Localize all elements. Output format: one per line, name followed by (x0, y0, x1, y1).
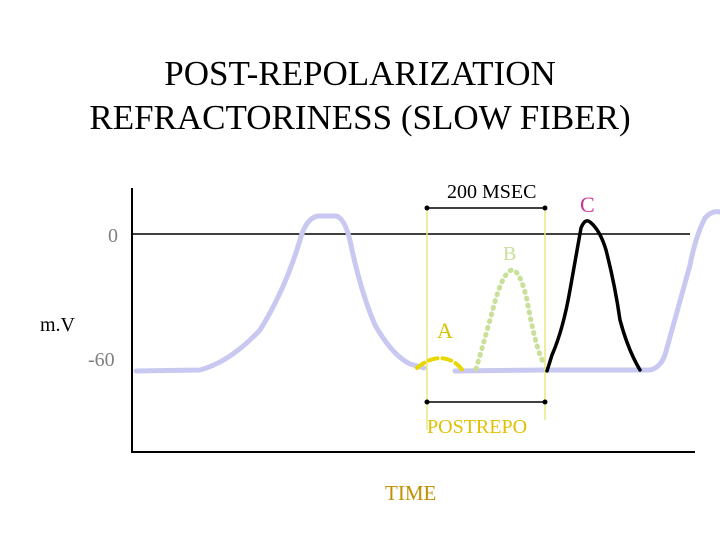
msec-label: 200 MSEC (447, 181, 537, 203)
postrepo-bracket-end-right (542, 399, 548, 405)
mv-axis-label: m.V (40, 314, 75, 336)
next-action-potential-trace (647, 209, 720, 373)
msec-bracket-end-right (542, 205, 548, 211)
base-action-potential-trace (133, 213, 427, 374)
title-line-2: REFRACTORINESS (SLOW FIBER) (89, 98, 631, 137)
response-b-trace (473, 267, 546, 372)
label-c: C (580, 192, 595, 217)
title-line-1: POST-REPOLARIZATION (164, 54, 556, 93)
slide-title: POST-REPOLARIZATION REFRACTORINESS (SLOW… (0, 52, 720, 140)
postrepo-label: POSTREPO (427, 416, 528, 438)
label-b: B (503, 243, 517, 265)
response-a-trace (415, 356, 465, 373)
neg60-mv-label: -60 (88, 349, 115, 371)
msec-bracket-end-left (424, 205, 430, 211)
zero-mv-label: 0 (108, 225, 118, 247)
label-a: A (437, 318, 453, 343)
time-axis-label: TIME (385, 481, 437, 505)
baseline-trace-segment (452, 367, 653, 374)
response-c-trace (545, 219, 642, 373)
postrepo-bracket-end-left (424, 399, 430, 405)
